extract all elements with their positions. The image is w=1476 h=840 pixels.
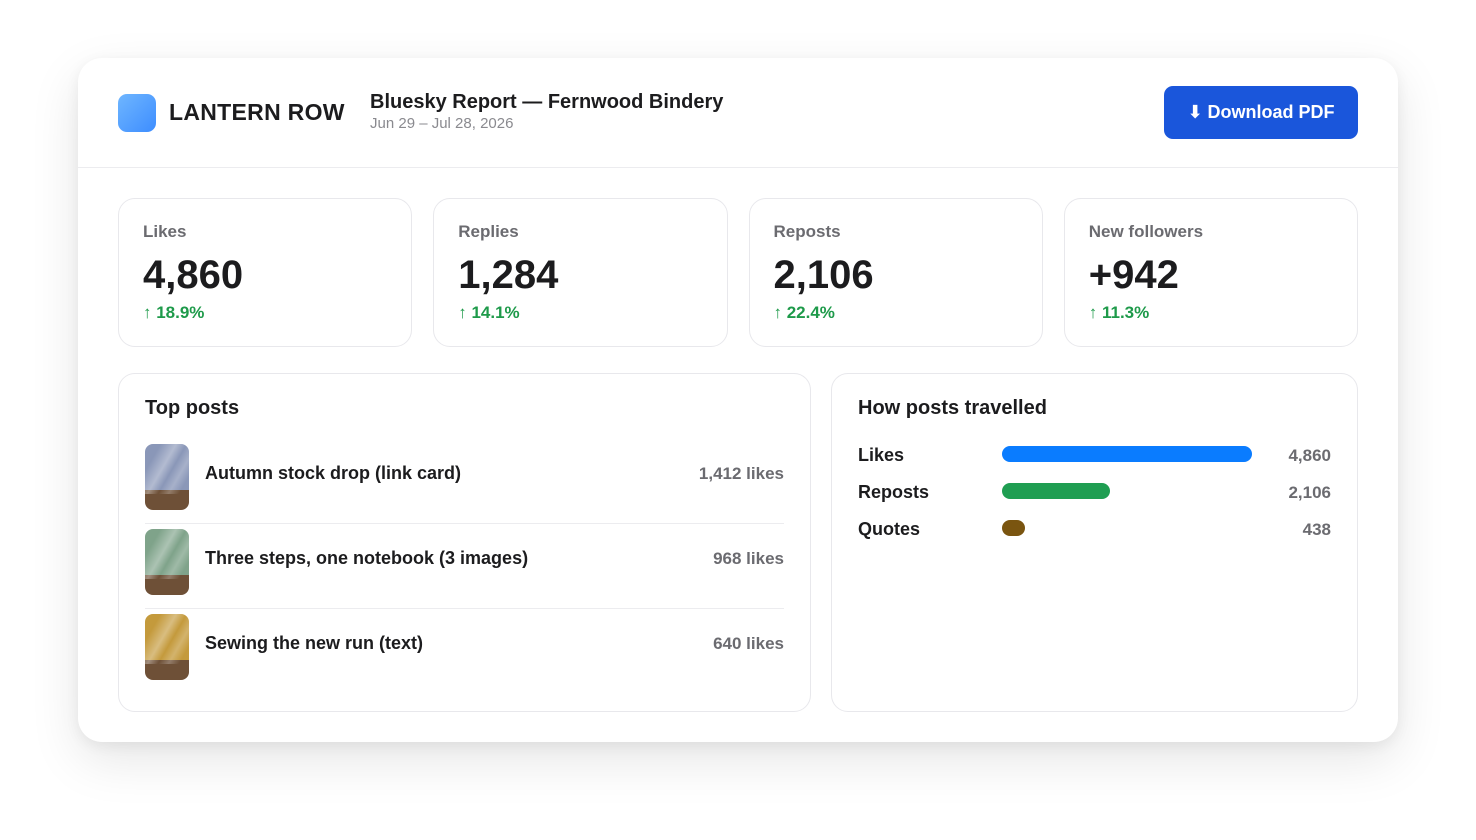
brand-name: LANTERN ROW [169,99,345,125]
travel-bar-track [1002,483,1252,499]
post-row[interactable]: Three steps, one notebook (3 images) 968… [145,524,784,609]
travel-value: 2,106 [1288,483,1331,502]
kpi-delta: ↑ 14.1% [458,303,520,322]
kpi-label: Replies [458,222,519,241]
report-date-range: Jun 29 – Jul 28, 2026 [370,115,514,132]
kpi-value: 4,860 [143,253,244,297]
top-posts-list: Autumn stock drop (link card) 1,412 like… [145,439,784,694]
thumbnail-sky [145,444,189,490]
post-row[interactable]: Sewing the new run (text) 640 likes [145,609,784,694]
kpi-label: Likes [143,222,187,241]
thumbnail-ground [145,660,189,680]
travel-value: 438 [1302,520,1331,539]
brand-logo [118,94,156,132]
travel-panel: How posts travelled Likes 4,860 Reposts … [831,373,1358,712]
post-title: Three steps, one notebook (3 images) [205,548,529,568]
thumbnail-sky [145,529,189,575]
travel-bar-fill [1002,446,1252,462]
travel-list: Likes 4,860 Reposts 2,106 Quotes 438 [858,442,1331,553]
travel-bar-fill [1002,520,1025,536]
thumbnail-shine [145,444,189,494]
post-likes: 640 likes [713,634,784,653]
kpi-label: New followers [1088,222,1204,241]
travel-bar-fill [1002,483,1110,499]
post-thumbnail [145,529,189,595]
thumbnail-ground [145,575,189,595]
download-pdf-button[interactable]: ⬇ Download PDF [1164,86,1358,139]
kpi-value: 2,106 [773,253,874,297]
top-posts-title: Top posts [145,397,240,419]
travel-title: How posts travelled [858,397,1047,419]
post-title: Autumn stock drop (link card) [205,463,462,483]
post-likes: 968 likes [713,549,784,568]
kpi-delta: ↑ 22.4% [773,303,835,322]
kpi-row: Likes 4,860 ↑ 18.9% Replies 1,284 ↑ 14.1… [118,198,1358,347]
post-row[interactable]: Autumn stock drop (link card) 1,412 like… [145,439,784,524]
travel-value: 4,860 [1288,446,1331,465]
thumbnail-ground [145,490,189,510]
kpi-card-new-followers: New followers +942 ↑ 11.3% [1063,198,1358,347]
thumbnail-shine [145,614,189,664]
report-card: LANTERN ROW Bluesky Report — Fernwood Bi… [78,58,1398,742]
post-likes: 1,412 likes [698,464,784,483]
travel-row-quotes: Quotes 438 [858,516,1331,553]
top-posts-panel: Top posts Autumn stock drop (link card) … [118,373,811,712]
kpi-delta: ↑ 18.9% [143,303,205,322]
post-title: Sewing the new run (text) [205,633,424,653]
travel-bar-track [1002,446,1252,462]
travel-row-likes: Likes 4,860 [858,442,1331,479]
travel-label: Quotes [858,519,921,539]
kpi-label: Reposts [773,222,841,241]
thumbnail-sky [145,614,189,660]
kpi-value: +942 [1088,253,1179,297]
travel-row-reposts: Reposts 2,106 [858,479,1331,516]
thumbnail-shine [145,529,189,579]
kpi-card-likes: Likes 4,860 ↑ 18.9% [118,198,413,347]
report-title: Bluesky Report — Fernwood Bindery [370,91,724,113]
kpi-card-reposts: Reposts 2,106 ↑ 22.4% [748,198,1043,347]
report-header: LANTERN ROW Bluesky Report — Fernwood Bi… [78,58,1398,168]
kpi-delta: ↑ 11.3% [1088,303,1150,322]
travel-label: Reposts [858,482,930,502]
travel-label: Likes [858,445,905,465]
kpi-card-replies: Replies 1,284 ↑ 14.1% [433,198,728,347]
post-thumbnail [145,614,189,680]
post-thumbnail [145,444,189,510]
travel-bar-track [1002,520,1252,536]
kpi-value: 1,284 [458,253,559,297]
